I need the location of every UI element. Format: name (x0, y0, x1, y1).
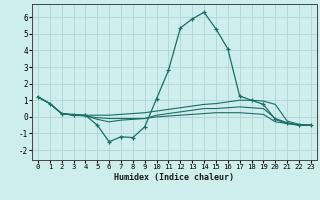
X-axis label: Humidex (Indice chaleur): Humidex (Indice chaleur) (115, 173, 234, 182)
